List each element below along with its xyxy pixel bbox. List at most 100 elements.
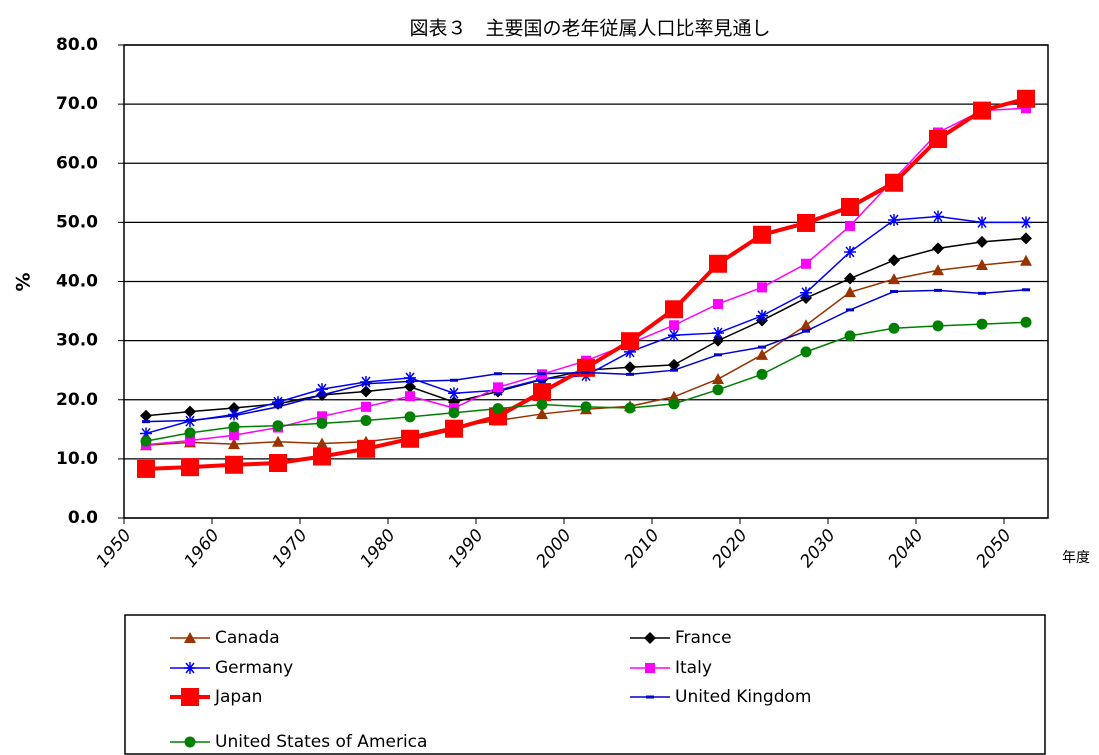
marker [316,437,328,449]
marker [1021,103,1031,114]
marker [140,409,152,422]
marker [493,382,503,393]
marker [362,382,370,386]
marker [797,213,815,232]
legend-label: United Kingdom [675,687,811,707]
x-tick-label: 2030 [797,526,840,572]
marker [405,391,415,402]
x-tick-label: 1990 [445,526,488,572]
plot-area [123,44,1049,519]
marker [976,318,988,330]
series [137,89,1035,478]
legend-label: Italy [675,658,712,678]
marker [404,371,416,384]
marker [272,435,284,447]
marker [316,383,328,396]
x-tick-label: 2050 [973,526,1016,572]
marker [624,402,636,414]
marker [888,273,900,285]
marker [978,291,986,295]
marker [841,198,859,217]
x-tick-label: 1980 [357,526,400,572]
x-tick-label: 1950 [93,526,136,572]
marker [800,319,812,331]
marker [533,383,551,402]
marker [668,329,680,342]
marker [538,372,546,376]
marker [626,372,634,376]
marker [492,403,504,415]
marker [844,272,856,285]
marker [317,411,327,422]
y-tick-label: 80.0 [56,35,98,55]
marker [885,173,903,192]
marker [494,372,502,376]
marker [801,258,811,269]
x-tick-label: 1970 [269,526,312,572]
marker [668,390,680,402]
marker [181,458,199,477]
marker [800,346,812,358]
marker [670,368,678,372]
x-tick-label: 2010 [621,526,664,572]
marker [712,326,724,339]
y-tick-label: 0.0 [68,508,98,528]
x-tick-label: 2020 [709,526,752,572]
marker [225,455,243,474]
marker [714,353,722,357]
marker [361,401,371,412]
marker [580,401,592,413]
y-tick-label: 20.0 [56,390,98,410]
marker [445,419,463,438]
marker [932,264,944,276]
marker [712,384,724,396]
marker [888,214,900,227]
marker [230,414,238,418]
marker [976,235,988,248]
series [140,254,1032,451]
marker [228,421,240,433]
marker [646,695,654,699]
marker [756,309,768,322]
marker [1020,316,1032,328]
series [140,316,1032,447]
marker [140,435,152,447]
marker [448,407,460,419]
marker [621,332,639,351]
y-tick-label: 60.0 [56,153,98,173]
marker [1020,254,1032,266]
x-tick-label: 2000 [533,526,576,572]
marker [360,385,372,398]
marker [888,322,900,334]
marker [536,407,548,419]
marker [709,254,727,273]
marker [756,348,768,360]
marker [406,379,414,383]
marker [890,290,898,294]
marker [932,320,944,332]
marker [1020,232,1032,245]
marker [184,427,196,439]
marker [757,282,767,293]
marker [404,380,416,393]
marker [181,688,199,706]
marker [846,308,854,312]
marker [844,330,856,342]
marker [357,439,375,458]
legend-label: United States of America [215,732,427,752]
legend-label: Canada [215,628,280,648]
series [142,288,1030,424]
marker [274,405,282,409]
marker [624,345,636,358]
marker [802,329,810,333]
marker [934,288,942,292]
marker [973,101,991,120]
marker [582,371,590,375]
marker [844,245,856,258]
marker [577,358,595,377]
marker [753,225,771,244]
marker [316,417,328,429]
marker [536,398,548,410]
marker [976,258,988,270]
